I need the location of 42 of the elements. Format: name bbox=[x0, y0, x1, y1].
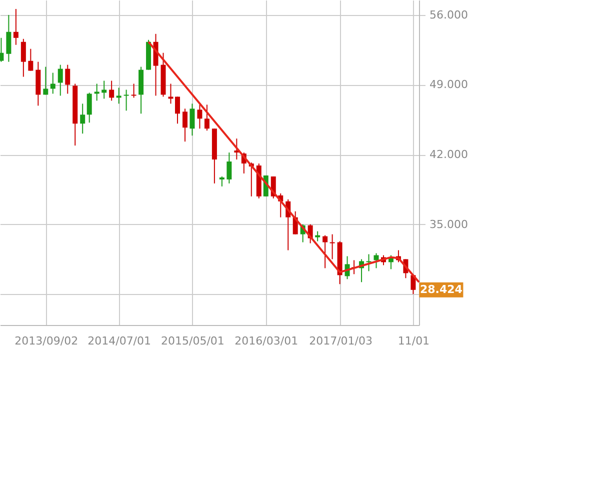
candlestick bbox=[315, 230, 320, 242]
candlestick bbox=[182, 108, 188, 142]
y-tick-label: 35.000 bbox=[430, 218, 468, 231]
candlestick bbox=[6, 14, 12, 62]
y-tick-label: 49.000 bbox=[430, 78, 468, 92]
candlestick bbox=[190, 103, 195, 136]
candlestick bbox=[102, 80, 107, 100]
candlestick bbox=[204, 104, 210, 132]
candlestick bbox=[366, 254, 372, 272]
candlestick bbox=[330, 234, 335, 260]
candlestick bbox=[50, 72, 56, 94]
candlestick bbox=[124, 89, 129, 112]
x-tick-label: 2015/05/01 bbox=[161, 334, 224, 348]
candlestick bbox=[116, 87, 122, 104]
candlestick bbox=[94, 83, 100, 102]
x-tick-label: 2017/01/03 bbox=[309, 334, 372, 348]
candlestick bbox=[131, 83, 136, 98]
candlestick bbox=[43, 66, 48, 96]
candlestick bbox=[175, 96, 180, 124]
candlestick bbox=[168, 83, 174, 104]
line-series bbox=[148, 40, 420, 284]
candlestick bbox=[86, 92, 92, 124]
x-tick-label: 11/01 bbox=[398, 334, 430, 348]
candlestick bbox=[219, 176, 224, 187]
annotation: 28.424 bbox=[420, 282, 463, 296]
candlestick bbox=[374, 252, 379, 269]
candlestick bbox=[197, 104, 202, 130]
candlestick bbox=[58, 64, 63, 96]
candlestick bbox=[0, 37, 4, 62]
candlestick bbox=[322, 234, 328, 269]
candlestick bbox=[226, 152, 232, 184]
y-tick-label: 56.000 bbox=[430, 8, 468, 22]
candlestick bbox=[28, 48, 34, 72]
candlestick bbox=[65, 64, 70, 94]
candlestick bbox=[20, 38, 26, 78]
x-tick-label: 2014/07/01 bbox=[88, 334, 152, 348]
candlestick bbox=[80, 103, 86, 134]
y-tick-label: 42.000 bbox=[430, 148, 468, 162]
candlestick bbox=[109, 80, 114, 102]
x-tick-label: 2013/09/02 bbox=[14, 334, 78, 348]
x-tick-label: 2016/03/01 bbox=[234, 334, 298, 348]
candlestick bbox=[13, 8, 18, 46]
